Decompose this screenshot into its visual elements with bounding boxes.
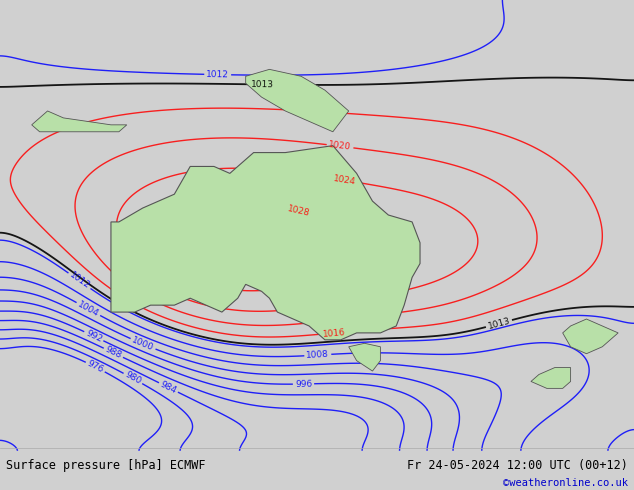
Polygon shape (563, 319, 618, 354)
Text: 1020: 1020 (328, 141, 352, 152)
Text: 992: 992 (84, 328, 103, 344)
Polygon shape (349, 343, 380, 371)
Text: 980: 980 (123, 370, 143, 387)
Text: ©weatheronline.co.uk: ©weatheronline.co.uk (503, 478, 628, 488)
Text: 976: 976 (86, 359, 105, 375)
Text: 1013: 1013 (250, 80, 274, 89)
Text: 1016: 1016 (322, 327, 346, 339)
Text: 1004: 1004 (76, 300, 101, 318)
Text: 988: 988 (103, 345, 123, 361)
Text: 1013: 1013 (487, 316, 511, 331)
Text: 1024: 1024 (333, 174, 357, 187)
Text: 1012: 1012 (67, 270, 91, 291)
Polygon shape (246, 70, 349, 132)
Polygon shape (111, 146, 420, 340)
Polygon shape (32, 111, 127, 132)
Text: 1008: 1008 (306, 350, 330, 360)
Text: 1000: 1000 (131, 335, 155, 353)
Text: 984: 984 (158, 380, 178, 395)
Text: Surface pressure [hPa] ECMWF: Surface pressure [hPa] ECMWF (6, 459, 206, 472)
Text: 996: 996 (295, 379, 312, 389)
Text: 1012: 1012 (206, 70, 230, 79)
Text: Fr 24-05-2024 12:00 UTC (00+12): Fr 24-05-2024 12:00 UTC (00+12) (407, 459, 628, 472)
Polygon shape (531, 368, 571, 389)
Text: 1028: 1028 (287, 204, 311, 218)
